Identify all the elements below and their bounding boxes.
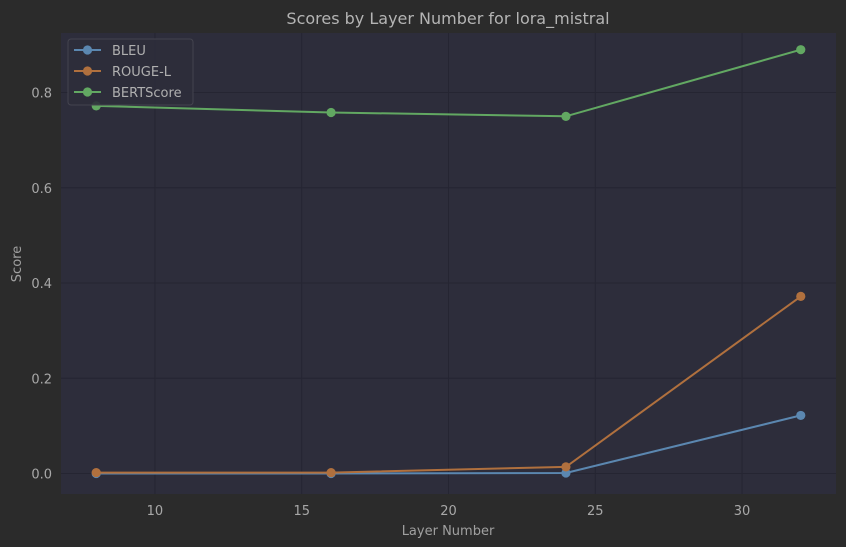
legend-item-bertscore: BERTScore: [74, 86, 182, 101]
data-point-bertscore: [561, 111, 571, 121]
data-point-rouge-l: [796, 291, 806, 301]
y-tick-label: 0.0: [31, 468, 52, 483]
data-point-bertscore: [326, 107, 336, 118]
y-axis-ticks: 0.0 0.2 0.4 0.6 0.8: [31, 87, 52, 483]
legend-item-bleu: BLEU: [74, 44, 146, 59]
x-tick-label: 25: [587, 504, 604, 519]
y-tick-label: 0.6: [31, 182, 52, 197]
series-rouge-l: [91, 291, 806, 478]
x-axis-ticks: 10 15 20 25 30: [147, 504, 751, 519]
y-tick-label: 0.8: [31, 87, 52, 102]
legend-swatch-marker: [82, 87, 93, 97]
series-layer: [91, 45, 806, 479]
legend-label: BLEU: [112, 44, 146, 59]
legend-box: [67, 38, 194, 106]
legend-item-rouge-l: ROUGE-L: [74, 65, 172, 80]
legend-label: BERTScore: [112, 86, 182, 101]
data-point-bleu: [796, 410, 806, 421]
legend-swatch-marker: [82, 66, 93, 76]
chart-title: Scores by Layer Number for lora_mistral: [286, 9, 609, 29]
x-tick-label: 20: [440, 504, 457, 519]
legend: BLEU ROUGE-L BERTScore: [67, 38, 194, 106]
data-point-rouge-l: [326, 467, 336, 478]
y-tick-label: 0.2: [31, 372, 52, 387]
y-axis-label: Score: [10, 246, 25, 282]
data-point-rouge-l: [561, 462, 571, 472]
x-tick-label: 30: [734, 504, 751, 519]
legend-swatch-marker: [82, 45, 93, 55]
x-tick-label: 10: [147, 504, 164, 519]
series-line-bertscore: [96, 48, 802, 118]
data-point-bertscore: [796, 45, 806, 55]
series-line-rouge-l: [96, 295, 802, 474]
x-axis-label: Layer Number: [402, 524, 495, 539]
y-tick-label: 0.4: [31, 277, 52, 292]
x-tick-label: 15: [293, 504, 310, 519]
legend-label: ROUGE-L: [112, 65, 172, 80]
data-point-rouge-l: [91, 467, 101, 478]
